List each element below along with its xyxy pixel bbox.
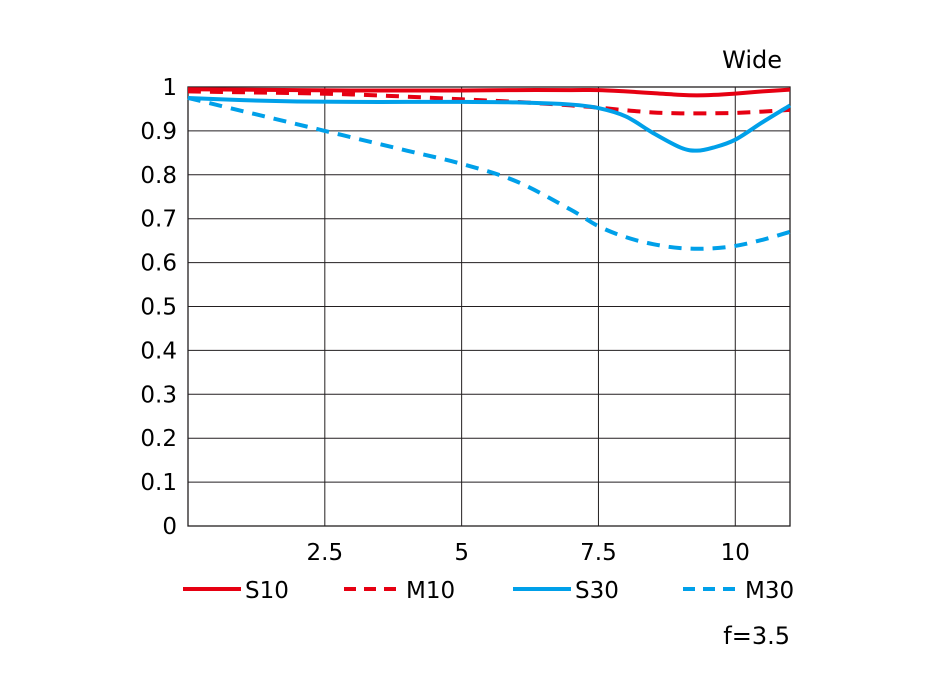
x-tick-label: 10 xyxy=(721,540,750,566)
aperture-footnote: f=3.5 xyxy=(723,622,790,650)
legend-label-m30: M30 xyxy=(745,578,794,604)
series-group xyxy=(187,87,792,251)
series-line-s10 xyxy=(187,87,791,98)
y-tick-label: 0.5 xyxy=(140,295,177,321)
y-tick-label: 0 xyxy=(162,514,177,540)
y-tick-labels: 0 0.1 0.2 0.3 0.4 0.5 0.6 0.7 0.8 0.9 1 xyxy=(140,75,177,540)
legend: S10 M10 S30 M30 xyxy=(183,578,794,604)
y-tick-label: 0.3 xyxy=(140,382,177,408)
grid xyxy=(187,86,791,527)
corner-label: Wide xyxy=(722,46,782,74)
legend-label-m10: M10 xyxy=(406,578,455,604)
series-line-s30 xyxy=(187,95,792,153)
y-tick-label: 0.2 xyxy=(140,426,177,452)
legend-label-s10: S10 xyxy=(245,578,289,604)
x-tick-label: 5 xyxy=(454,540,469,566)
x-tick-label: 7.5 xyxy=(580,540,617,566)
x-tick-labels: 2.5 5 7.5 10 xyxy=(307,540,750,566)
y-tick-label: 0.7 xyxy=(140,207,177,233)
y-tick-label: 1 xyxy=(162,75,177,101)
legend-label-s30: S30 xyxy=(575,578,619,604)
y-tick-label: 0.6 xyxy=(140,251,177,277)
y-tick-label: 0.4 xyxy=(140,338,177,364)
y-tick-label: 0.8 xyxy=(140,163,177,189)
series-line-m30 xyxy=(187,96,791,251)
y-tick-label: 0.9 xyxy=(140,119,177,145)
x-tick-label: 2.5 xyxy=(307,540,344,566)
y-tick-label: 0.1 xyxy=(140,470,177,496)
